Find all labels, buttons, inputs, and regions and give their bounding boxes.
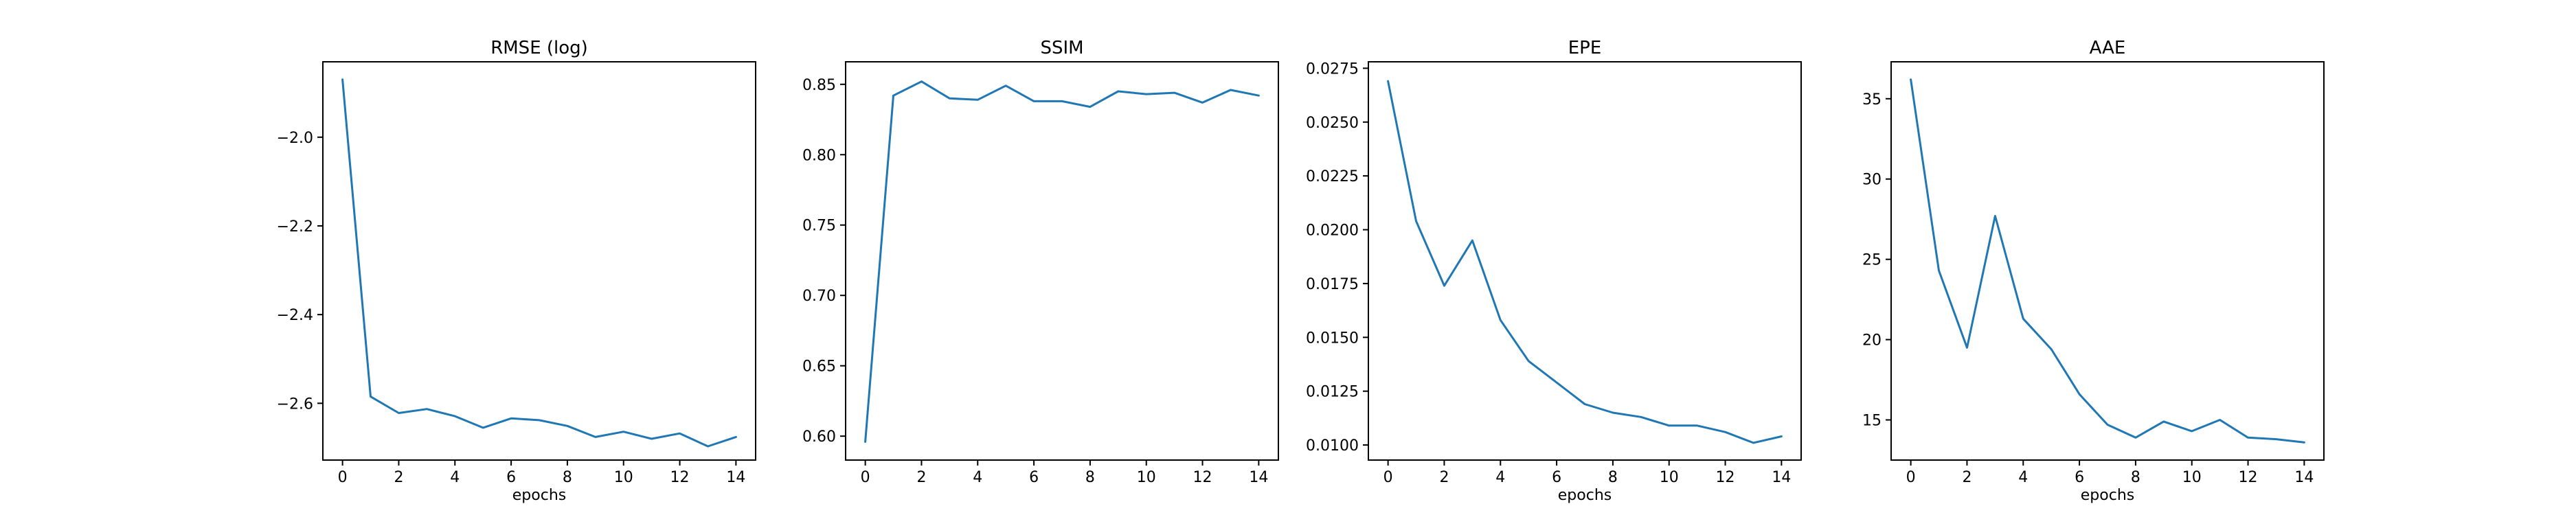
y-tick-label: −2.4: [277, 307, 313, 324]
series-line: [341, 78, 737, 448]
y-tick-label: 0.0100: [1306, 437, 1359, 455]
x-tick-label: 0: [861, 469, 870, 486]
x-tick-label: 14: [1772, 469, 1791, 486]
y-tick-label: 0.70: [802, 288, 836, 305]
x-tick-label: 8: [1608, 469, 1618, 486]
series-line: [1910, 78, 2305, 444]
y-tick-label: 0.0225: [1306, 168, 1359, 185]
y-tick-label: 0.85: [802, 77, 836, 94]
x-tick-label: 10: [2182, 469, 2202, 486]
y-tick-label: 0.0275: [1306, 60, 1359, 78]
x-tick-label: 12: [1193, 469, 1212, 486]
panel-title: EPE: [1568, 38, 1602, 58]
x-axis-label: epochs: [1558, 487, 1612, 504]
x-tick-label: 8: [563, 469, 572, 486]
y-tick-label: 0.0175: [1306, 276, 1359, 293]
y-tick-label: 0.75: [802, 218, 836, 235]
y-tick-label: 25: [1862, 252, 1882, 269]
x-tick-label: 0: [1906, 469, 1916, 486]
panel-title: SSIM: [1040, 38, 1083, 58]
x-tick-label: 0: [1383, 469, 1393, 486]
y-tick-label: 0.60: [802, 428, 836, 446]
plot-frame: [322, 61, 756, 461]
x-tick-label: 6: [1552, 469, 1561, 486]
x-tick-label: 2: [1962, 469, 1971, 486]
panel-rmse: RMSE (log) epochs 0 2 4 6 8 10 12 14 −2.0 −2.2 −2.…: [277, 38, 756, 504]
x-tick-label: 6: [506, 469, 516, 486]
y-tick-label: 20: [1862, 332, 1882, 350]
series-line: [864, 80, 1260, 443]
x-tick-label: 4: [973, 469, 982, 486]
panel-ssim: SSIM 0 2 4 6 8 10 12 14 0.60 0.65 0.70 0.75 0.80 0.85: [802, 38, 1279, 486]
y-tick-label: 0.80: [802, 147, 836, 164]
plot-frame: [845, 61, 1279, 461]
x-tick-label: 12: [2239, 469, 2258, 486]
y-tick-label: 0.0250: [1306, 115, 1359, 132]
x-tick-label: 8: [1085, 469, 1095, 486]
y-tick-label: −2.6: [277, 396, 313, 413]
y-tick-label: 30: [1862, 172, 1882, 189]
x-tick-label: 14: [726, 469, 745, 486]
panel-title: RMSE (log): [490, 38, 588, 58]
y-tick-label: −2.2: [277, 218, 313, 236]
x-tick-label: 10: [1660, 469, 1679, 486]
x-tick-label: 10: [1137, 469, 1156, 486]
x-tick-label: 4: [1495, 469, 1505, 486]
plot-frame: [1890, 61, 2325, 461]
series-line: [1387, 80, 1783, 444]
x-tick-label: 14: [2294, 469, 2314, 486]
x-tick-label: 6: [2075, 469, 2084, 486]
y-tick-label: 0.0200: [1306, 222, 1359, 240]
x-axis-label: epochs: [2081, 487, 2134, 504]
x-tick-label: 4: [450, 469, 460, 486]
panel-aae: AAE epochs 0 2 4 6 8 10 12 14 15 20 25 30 35: [1862, 38, 2325, 504]
x-tick-label: 2: [916, 469, 926, 486]
x-axis-label: epochs: [512, 487, 566, 504]
y-tick-label: 15: [1862, 413, 1882, 430]
x-tick-label: 4: [2018, 469, 2028, 486]
x-tick-label: 14: [1249, 469, 1268, 486]
x-tick-label: 6: [1029, 469, 1039, 486]
x-tick-label: 10: [614, 469, 633, 486]
plot-frame: [1368, 61, 1802, 461]
x-tick-label: 12: [1716, 469, 1735, 486]
x-tick-label: 12: [670, 469, 690, 486]
y-tick-label: 0.0125: [1306, 384, 1359, 401]
y-tick-label: −2.0: [277, 130, 313, 147]
x-tick-label: 2: [394, 469, 403, 486]
y-tick-label: 35: [1862, 91, 1882, 108]
y-tick-label: 0.65: [802, 358, 836, 376]
x-tick-label: 8: [2131, 469, 2140, 486]
panel-epe: EPE epochs 0 2 4 6 8 10 12 14 0.0100 0.0125 0.0150…: [1306, 38, 1802, 504]
y-tick-label: 0.0150: [1306, 330, 1359, 347]
x-tick-label: 2: [1439, 469, 1449, 486]
x-tick-label: 0: [338, 469, 348, 486]
panel-title: AAE: [2090, 38, 2126, 58]
